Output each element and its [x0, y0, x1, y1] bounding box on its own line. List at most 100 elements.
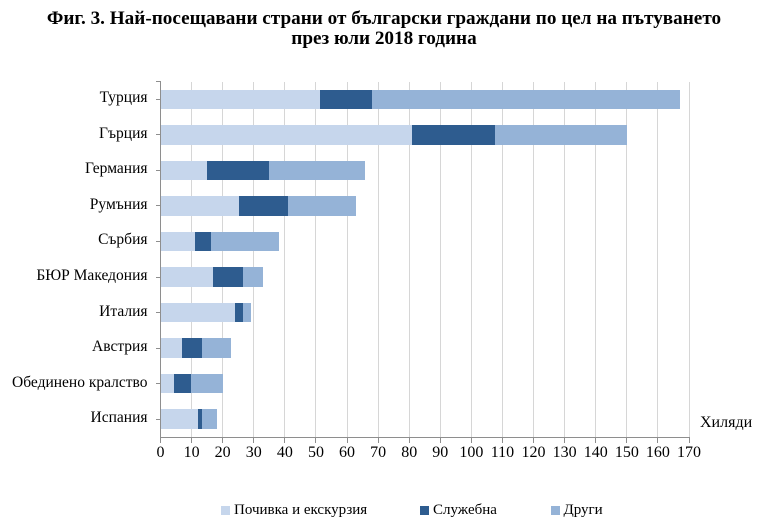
bar-segment-7-2	[235, 302, 243, 323]
x-tick-label-110: 110	[490, 443, 515, 461]
bar-segment-4-3	[287, 196, 357, 216]
bar-segment-6-2	[213, 267, 244, 287]
x-axis-tick-20	[222, 437, 224, 443]
x-axis-tick-30	[253, 437, 255, 443]
x-tick-label-50: 50	[307, 443, 324, 461]
bar-segment-2-3	[495, 125, 627, 145]
category-label-8: Австрия	[92, 338, 148, 356]
category-label-9: Обединено кралство	[12, 373, 148, 391]
x-axis-tick-110	[501, 437, 503, 443]
bar-segment-10-3	[202, 409, 218, 429]
bar-segment-8-3	[202, 338, 232, 358]
category-label-4: Румъния	[89, 195, 148, 213]
y-axis-tick-6	[155, 276, 161, 278]
x-tick-label-100: 100	[459, 443, 484, 461]
legend-swatch-2	[420, 505, 429, 515]
x-axis-tick-60	[346, 437, 348, 443]
bar-segment-2-1	[160, 125, 412, 145]
x-axis-tick-140	[595, 437, 597, 443]
y-axis-line	[160, 80, 161, 437]
chart-title-line2: през юли 2018 година	[291, 28, 477, 49]
gridline-x-90	[439, 81, 441, 437]
y-axis-top-tick	[155, 80, 161, 82]
x-axis-tick-170	[688, 437, 690, 443]
gridline-x-170	[688, 81, 690, 437]
gridline-x-100	[470, 81, 472, 437]
bar-segment-6-3	[243, 267, 264, 287]
gridline-x-130	[564, 81, 566, 437]
gridline-x-30	[253, 81, 255, 437]
x-tick-label-140: 140	[583, 443, 608, 461]
bar-segment-3-3	[268, 160, 366, 181]
x-tick-label-120: 120	[521, 443, 546, 461]
y-axis-tick-9	[155, 383, 161, 385]
bar-segment-4-2	[239, 196, 288, 216]
y-axis-tick-10	[155, 418, 161, 420]
legend-label-1: Почивка и екскурзия	[234, 502, 368, 518]
legend-label-3: Други	[563, 502, 603, 518]
x-tick-label-130: 130	[552, 443, 577, 461]
x-axis-tick-40	[284, 437, 286, 443]
legend-swatch-1	[221, 505, 230, 515]
y-axis-tick-8	[155, 347, 161, 349]
x-tick-label-170: 170	[677, 443, 701, 461]
x-axis-tick-130	[564, 437, 566, 443]
gridline-x-160	[657, 81, 659, 437]
gridline-x-50	[315, 81, 317, 437]
bar-segment-10-1	[160, 409, 198, 429]
gridline-x-70	[377, 81, 379, 437]
bar-segment-7-1	[160, 302, 236, 323]
category-label-6: БЮР Македония	[36, 267, 148, 285]
bar-segment-8-1	[160, 338, 182, 358]
gridline-x-150	[626, 81, 628, 437]
bar-segment-1-2	[320, 89, 372, 110]
bar-segment-10-2	[197, 409, 203, 429]
bar-segment-2-2	[411, 125, 496, 145]
bar-segment-1-3	[371, 89, 680, 110]
x-axis-tick-160	[657, 437, 659, 443]
bar-segment-5-3	[211, 231, 279, 252]
bar-segment-9-1	[160, 373, 175, 394]
x-axis-tick-100	[470, 437, 472, 443]
x-tick-label-150: 150	[614, 443, 639, 461]
gridline-x-140	[595, 81, 597, 437]
bar-segment-7-3	[242, 302, 251, 323]
gridline-x-80	[408, 81, 410, 437]
bar-segment-6-1	[160, 267, 214, 287]
gridline-x-10	[191, 81, 193, 437]
x-tick-label-70: 70	[370, 443, 387, 461]
bar-segment-9-3	[191, 373, 223, 394]
x-axis-tick-120	[533, 437, 535, 443]
category-label-10: Испания	[90, 409, 148, 427]
x-axis-line	[160, 436, 690, 438]
x-tick-label-90: 90	[432, 443, 449, 461]
legend-swatch-3	[550, 505, 560, 515]
x-tick-label-20: 20	[214, 443, 231, 461]
gridline-x-40	[284, 81, 286, 437]
category-label-5: Сърбия	[98, 231, 148, 249]
x-tick-label-0: 0	[156, 443, 165, 461]
x-axis-tick-50	[315, 437, 317, 443]
x-axis-tick-90	[439, 437, 441, 443]
category-label-2: Гърция	[99, 124, 148, 142]
x-axis-tick-150	[626, 437, 628, 443]
bar-segment-3-2	[207, 160, 269, 181]
x-axis-tick-80	[408, 437, 410, 443]
gridline-x-120	[533, 81, 535, 437]
x-axis-tick-10	[191, 437, 193, 443]
category-label-3: Германия	[85, 160, 148, 178]
y-axis-tick-7	[155, 312, 161, 314]
x-axis-tick-70	[377, 437, 379, 443]
bar-segment-8-2	[181, 338, 203, 358]
chart-title-line1: Фиг. 3. Най-посещавани страни от българс…	[46, 8, 722, 29]
y-axis-tick-1	[155, 98, 161, 100]
x-axis-title: Хиляди	[700, 413, 753, 431]
gridline-x-110	[501, 81, 503, 437]
bar-segment-3-1	[160, 160, 208, 181]
category-label-7: Италия	[99, 302, 148, 320]
x-tick-label-60: 60	[339, 443, 356, 461]
gridline-x-20	[222, 81, 224, 437]
bar-segment-1-1	[160, 89, 321, 110]
x-tick-label-30: 30	[245, 443, 262, 461]
